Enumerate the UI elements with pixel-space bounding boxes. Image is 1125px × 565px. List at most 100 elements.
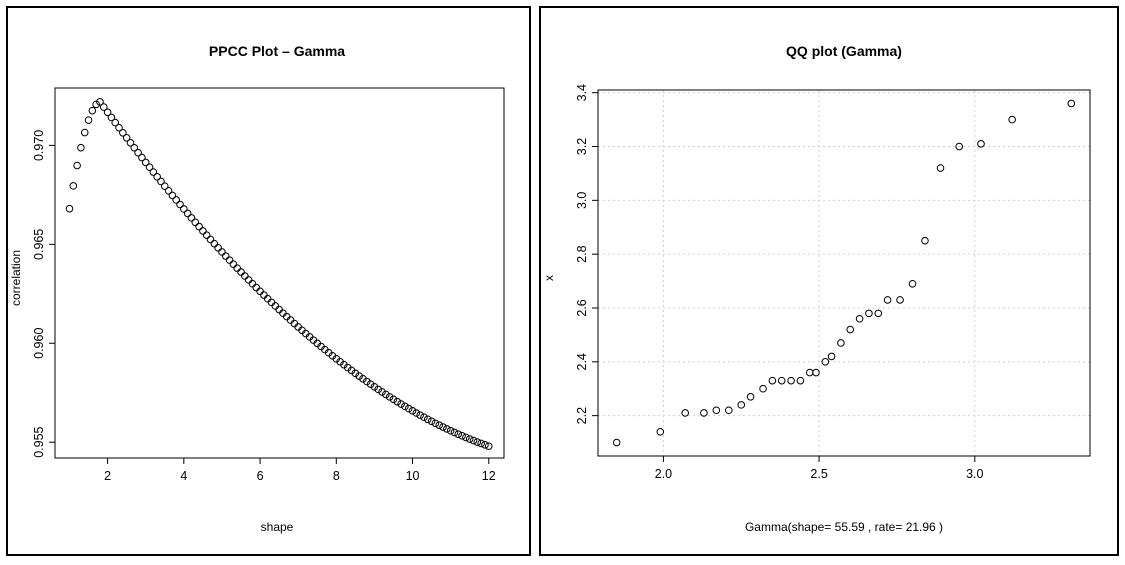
ppcc-data-point [183,209,192,218]
qq-plot-frame [597,89,1091,457]
ppcc-data-point [244,276,253,284]
ppcc-data-point [362,377,371,386]
ppcc-data-point [443,425,451,433]
ppcc-data-point [172,196,181,204]
ppcc-data-point [477,439,485,448]
qq-data-point [908,279,917,288]
qq-data-point [759,384,767,393]
qq-data-point [712,406,721,415]
ppcc-data-point [145,163,154,172]
ppcc-x-tick-label: 4 [180,469,187,483]
ppcc-data-point [195,222,203,231]
ppcc-data-point [260,291,268,299]
ppcc-data-point [214,244,222,252]
ppcc-x-tick-label: 10 [406,469,420,483]
ppcc-data-point [382,390,390,399]
ppcc-data-point [275,305,283,314]
qq-x-tick-label: 3.0 [966,467,983,481]
qq-data-point [796,376,805,385]
ppcc-data-point [153,172,161,181]
ppcc-data-point [252,283,261,292]
ppcc-data-point [389,395,398,404]
ppcc-data-point [401,402,409,411]
ppcc-data-point [454,430,463,438]
ppcc-data-point [96,98,104,106]
qq-data-point [737,401,746,409]
ppcc-data-point [385,393,394,401]
ppcc-data-point [412,409,421,417]
ppcc-data-point [126,138,135,147]
ppcc-data-point [248,279,257,288]
ppcc-data-point [65,204,74,213]
ppcc-data-point [115,123,123,132]
ppcc-data-point [431,419,440,428]
ppcc-data-point [202,231,211,240]
qq-data-point [821,358,830,366]
ppcc-data-point [420,413,428,422]
ppcc-data-point [191,218,200,227]
qq-y-tick-label: 3.4 [575,84,589,101]
qq-data-point [1067,99,1076,108]
qq-plot-title: QQ plot (Gamma) [786,43,902,59]
ppcc-data-point [370,382,379,391]
ppcc-data-point [462,433,470,442]
qq-data-point [846,325,855,334]
ppcc-data-point [157,177,165,186]
ppcc-x-tick-label: 6 [257,469,264,483]
qq-plot-panel: QQ plot (Gamma) Gamma(shape= 55.59 , rat… [539,6,1119,556]
ppcc-data-point [130,143,139,152]
qq-y-tick-label: 2.8 [575,245,589,262]
qq-x-tick-label: 2.5 [810,467,827,481]
ppcc-data-point [138,153,146,162]
ppcc-data-point [237,268,245,276]
ppcc-data-point [122,133,131,142]
ppcc-data-point [469,436,478,445]
qq-data-point [883,296,892,304]
ppcc-data-point [176,200,184,209]
ppcc-data-point [73,161,81,170]
qq-y-tick-label: 3.0 [575,192,589,209]
ppcc-data-point [397,400,405,408]
qq-data-point [681,409,689,417]
qq-y-tick-label: 2.6 [575,299,589,316]
ppcc-data-point [221,252,230,260]
qq-data-point [855,314,864,323]
ppcc-data-point [84,116,93,124]
ppcc-data-point [99,103,108,111]
ppcc-data-point [111,118,120,127]
ppcc-data-point [366,380,375,388]
ppcc-data-point [355,372,363,380]
ppcc-y-tick-label: 0.965 [32,229,46,260]
qq-data-point [787,376,795,385]
qq-data-point [777,376,786,385]
ppcc-data-point [408,407,417,415]
ppcc-data-point [427,417,436,426]
qq-x-axis-label: Gamma(shape= 55.59 , rate= 21.96 ) [745,520,943,534]
ppcc-data-point [199,227,207,235]
ppcc-y-tick-label: 0.960 [32,328,46,359]
ppcc-data-point [458,432,466,440]
ppcc-data-point [465,435,474,443]
qq-data-point [977,140,985,148]
ppcc-y-tick-label: 0.955 [32,426,46,457]
ppcc-data-point [141,158,150,167]
ppcc-data-point [92,100,100,109]
qq-data-point [700,409,708,417]
qq-data-point [805,368,814,377]
qq-data-point [874,309,883,318]
qq-data-point [768,376,777,385]
qq-data-point [896,296,904,304]
ppcc-data-point [233,264,241,272]
ppcc-data-point [359,374,367,383]
ppcc-data-point [187,214,196,222]
ppcc-data-point [267,298,276,307]
qq-data-point [746,392,755,401]
qq-data-point [1008,115,1016,124]
qq-data-point [827,352,836,361]
qq-y-tick-label: 2.2 [575,407,589,424]
ppcc-x-tick-label: 2 [104,469,111,483]
ppcc-data-point [107,113,116,122]
ppcc-data-point [119,128,127,137]
ppcc-data-point [149,168,158,176]
ppcc-data-point [164,186,173,195]
